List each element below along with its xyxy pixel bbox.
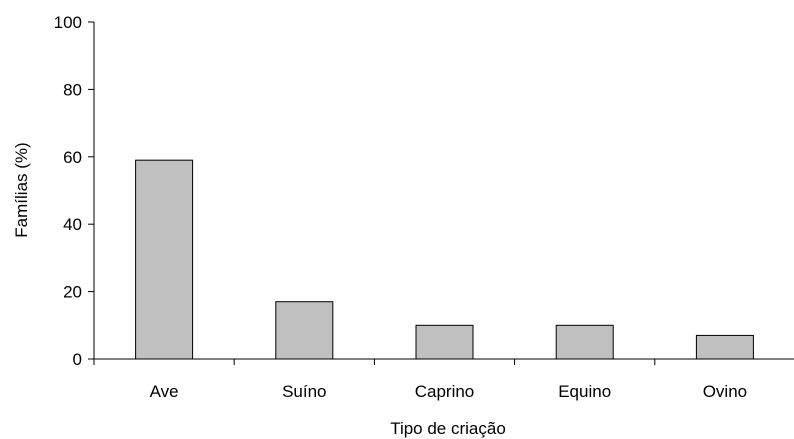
bar-equino bbox=[555, 324, 614, 360]
y-axis-title: Famílias (%) bbox=[12, 142, 31, 237]
y-tick-label: 40 bbox=[63, 215, 82, 234]
x-axis-title: Tipo de criação bbox=[390, 419, 506, 438]
x-tick-label: Equino bbox=[558, 382, 611, 401]
y-ticks-group: 0 20 40 60 80 100 bbox=[54, 13, 94, 369]
bars-group bbox=[135, 159, 754, 360]
x-tick-label: Ovino bbox=[703, 382, 747, 401]
bar-ovino bbox=[695, 334, 754, 360]
y-tick-label: 0 bbox=[73, 350, 82, 369]
x-ticks-group: Ave Suíno Caprino Equino Ovino bbox=[93, 359, 747, 401]
y-tick-label: 60 bbox=[63, 148, 82, 167]
y-tick-label: 80 bbox=[63, 80, 82, 99]
x-tick-label: Ave bbox=[150, 382, 179, 401]
x-tick-label: Caprino bbox=[415, 382, 475, 401]
bar-suino bbox=[275, 301, 334, 360]
bar-caprino bbox=[415, 324, 474, 360]
y-tick-label: 20 bbox=[63, 283, 82, 302]
x-tick-label: Suíno bbox=[282, 382, 326, 401]
bar-ave bbox=[135, 159, 194, 360]
y-tick-label: 100 bbox=[54, 13, 82, 32]
